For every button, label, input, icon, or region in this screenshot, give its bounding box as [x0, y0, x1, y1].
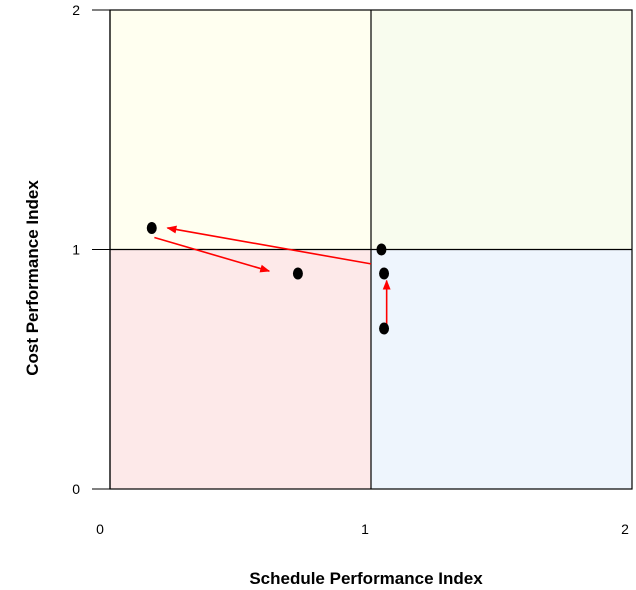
x-tick-label: 2	[621, 521, 629, 537]
y-tick-label: 0	[72, 481, 80, 497]
y-axis-title: Cost Performance Index	[23, 180, 42, 376]
x-tick-label: 0	[96, 521, 104, 537]
y-tick-label: 2	[72, 2, 80, 18]
quadrant-upper-left	[110, 10, 371, 250]
x-axis-title: Schedule Performance Index	[249, 569, 483, 588]
trend-arrow	[166, 225, 372, 265]
data-point	[379, 267, 390, 280]
arrows	[154, 225, 391, 331]
data-point	[292, 267, 303, 280]
x-tick-label: 1	[361, 521, 369, 537]
quadrant-upper-right	[371, 10, 632, 250]
axes	[92, 9, 111, 490]
quadrant-lower-right	[371, 249, 632, 489]
data-points	[146, 221, 390, 335]
trend-arrow	[154, 236, 271, 273]
quadrant-lower-left	[110, 249, 371, 489]
quadrant-backgrounds	[110, 10, 632, 489]
data-point	[376, 243, 387, 256]
data-point	[146, 221, 157, 234]
tick-labels: 0 1 2 0 1 2	[72, 2, 629, 537]
data-point	[379, 322, 390, 335]
y-tick-label: 1	[72, 242, 80, 258]
